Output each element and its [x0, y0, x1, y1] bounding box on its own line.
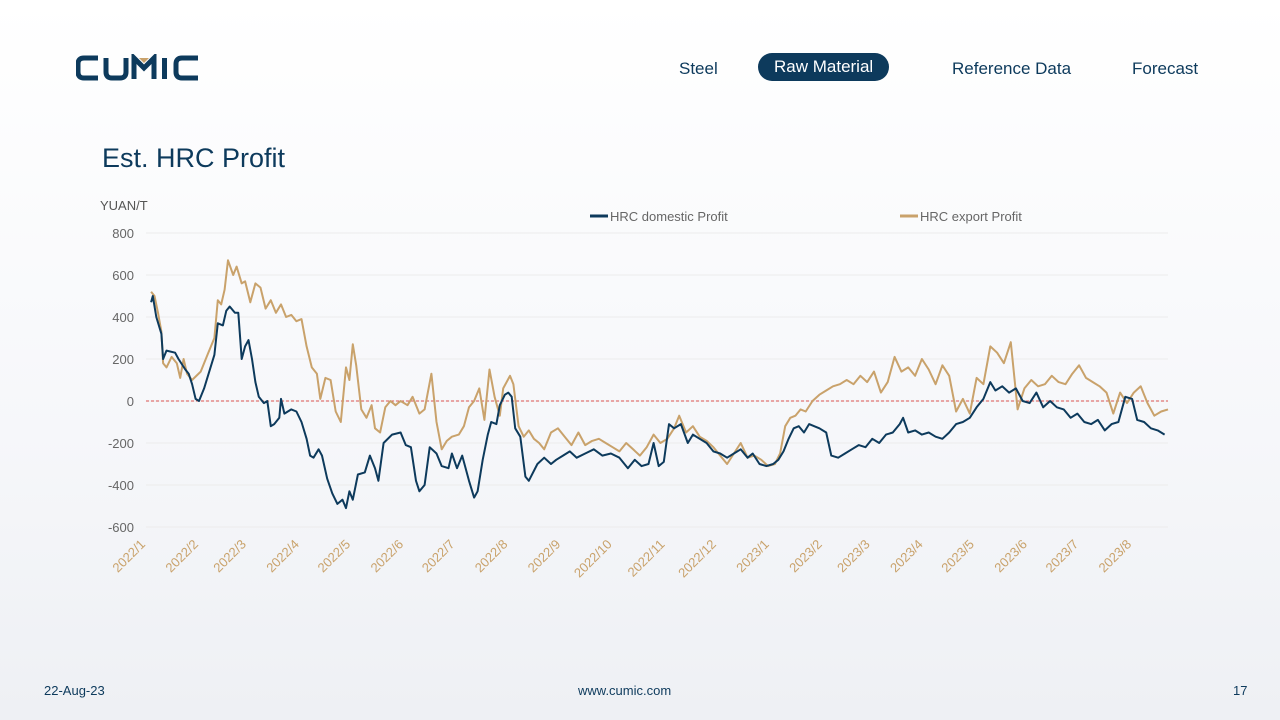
x-tick-label: 2022/4 [263, 537, 302, 576]
cumic-logo [76, 54, 198, 81]
x-tick-label: 2023/3 [834, 537, 873, 576]
nav-steel[interactable]: Steel [679, 59, 718, 78]
x-tick-label: 2022/2 [162, 537, 201, 576]
series-lines [150, 259, 1169, 510]
x-tick-label: 2023/5 [938, 537, 977, 576]
y-axis-label: YUAN/T [100, 198, 148, 213]
x-tick-label: 2023/7 [1043, 537, 1082, 576]
nav-reference-data[interactable]: Reference Data [952, 59, 1072, 78]
nav-forecast[interactable]: Forecast [1132, 59, 1199, 78]
footer-date: 22-Aug-23 [44, 683, 105, 698]
y-tick-label: 400 [112, 310, 134, 325]
x-tick-label: 2023/1 [733, 537, 772, 576]
x-tick-label: 2022/8 [472, 537, 511, 576]
x-tick-label: 2022/3 [210, 537, 249, 576]
y-tick-label: -200 [108, 436, 134, 451]
y-tick-label: -600 [108, 520, 134, 535]
y-tick-label: 600 [112, 268, 134, 283]
x-tick-label: 2022/1 [109, 537, 148, 576]
x-axis-ticks: 2022/1 2022/2 2022/3 2022/4 2022/5 2022/6 2022… [109, 537, 1134, 581]
legend: HRC domestic Profit HRC export Profit [590, 209, 1022, 224]
x-tick-label: 2022/11 [625, 537, 668, 580]
series-line-hrc-export-profit [150, 259, 1169, 468]
page-title: Est. HRC Profit [102, 143, 286, 173]
legend-label: HRC export Profit [920, 209, 1022, 224]
y-axis-ticks: 800 600 400 200 0 -200 -400 -600 [108, 226, 134, 535]
x-tick-label: 2022/10 [571, 537, 615, 581]
y-tick-label: 0 [127, 394, 134, 409]
y-tick-label: 800 [112, 226, 134, 241]
x-tick-label: 2022/7 [419, 537, 458, 576]
series-line-hrc-domestic-profit [150, 295, 1166, 510]
x-tick-label: 2022/9 [525, 537, 564, 576]
footer-url[interactable]: www.cumic.com [578, 683, 672, 698]
x-tick-label: 2022/12 [675, 537, 719, 581]
y-tick-label: 200 [112, 352, 134, 367]
x-tick-label: 2023/8 [1096, 537, 1135, 576]
x-tick-label: 2023/4 [887, 537, 926, 576]
x-tick-label: 2022/5 [314, 537, 353, 576]
page-number: 17 [1233, 683, 1248, 698]
x-tick-label: 2023/2 [786, 537, 825, 576]
x-tick-label: 2022/6 [367, 537, 406, 576]
y-tick-label: -400 [108, 478, 134, 493]
legend-label: HRC domestic Profit [610, 209, 728, 224]
x-tick-label: 2023/6 [991, 537, 1030, 576]
nav-raw-material[interactable]: Raw Material [758, 53, 890, 81]
